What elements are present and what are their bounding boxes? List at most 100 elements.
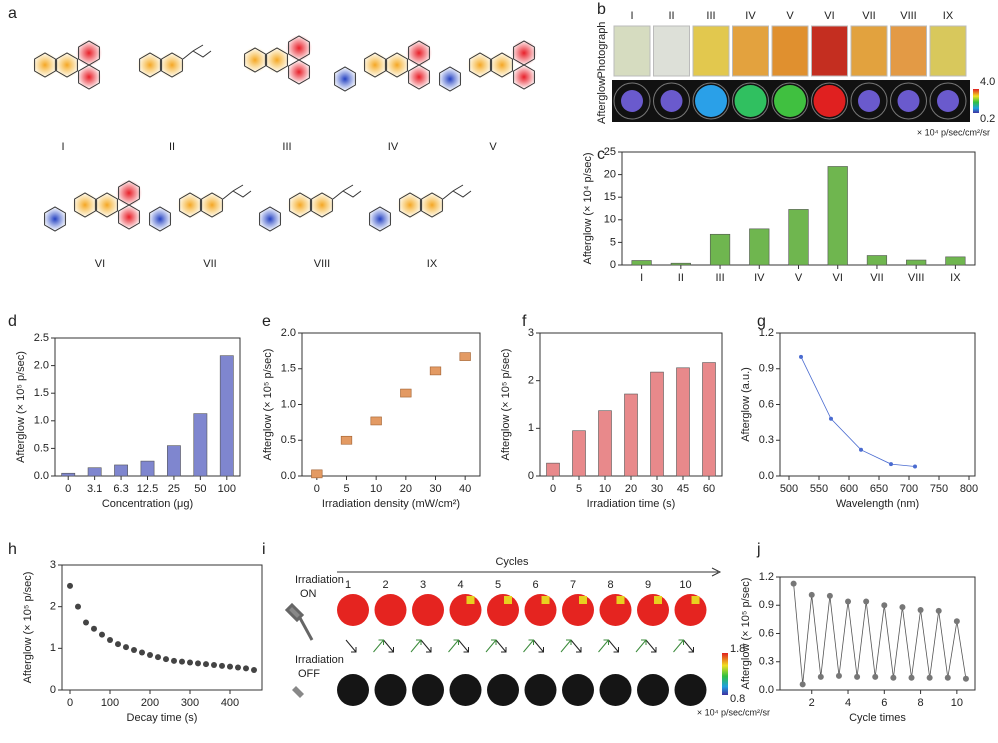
- glow: [438, 67, 462, 91]
- ring: [44, 206, 66, 232]
- point: [83, 619, 89, 626]
- glow: [287, 60, 311, 84]
- point: [203, 661, 209, 668]
- x-tick-label: 60: [703, 483, 715, 495]
- ring: [311, 192, 333, 218]
- y-tick-label: 0.3: [759, 434, 774, 446]
- arrow-up: [598, 639, 609, 653]
- bar: [193, 413, 208, 477]
- well: [850, 82, 888, 120]
- vial: [850, 25, 888, 77]
- glow: [77, 65, 101, 89]
- glow: [397, 192, 423, 218]
- glow: [286, 35, 312, 61]
- y-tick-label: 2: [528, 375, 534, 387]
- afterglow-spot: [813, 85, 846, 117]
- x-tick-label: 0: [314, 483, 320, 495]
- point: [881, 602, 888, 609]
- y-tick-label: 0.0: [759, 684, 774, 696]
- panel-label: d: [8, 313, 17, 330]
- point: [211, 662, 217, 668]
- structure-label: V: [489, 141, 497, 153]
- box: [340, 435, 353, 445]
- afterglow-spot: [897, 90, 920, 112]
- plot-frame: [61, 564, 263, 691]
- x-tick-label: I: [640, 272, 643, 284]
- ring: [288, 59, 310, 85]
- y-tick-label: 0: [50, 684, 56, 696]
- off-image: [637, 674, 669, 706]
- x-tick-label: 300: [181, 697, 199, 709]
- glow: [489, 52, 515, 78]
- box: [429, 366, 442, 376]
- ring: [161, 52, 183, 78]
- x-axis-title: Irradiation density (mW/cm²): [322, 498, 460, 510]
- amine: [332, 184, 362, 200]
- glow: [148, 207, 172, 231]
- point: [227, 663, 233, 670]
- glow: [72, 192, 98, 218]
- point: [195, 660, 201, 667]
- vial: [613, 25, 651, 77]
- structure: [333, 40, 432, 92]
- on-image: [637, 594, 669, 626]
- arrow-up: [523, 639, 534, 653]
- glow: [407, 65, 431, 89]
- plot-frame: [301, 332, 481, 477]
- x-tick-label: 100: [218, 483, 236, 495]
- glow: [333, 67, 357, 91]
- panel-label: e: [262, 313, 271, 330]
- colorbar-label: 1.8: [730, 643, 745, 655]
- vial: [653, 25, 690, 77]
- arrow-up: [485, 639, 497, 653]
- x-tick-label: 6: [881, 697, 887, 709]
- point: [890, 674, 897, 681]
- plot-frame: [54, 337, 241, 477]
- glow: [511, 40, 537, 66]
- glow: [384, 52, 410, 78]
- point: [107, 637, 113, 643]
- colorbar: [722, 653, 728, 695]
- on-image: [412, 594, 444, 626]
- bar: [624, 393, 638, 477]
- y-tick-label: 1.2: [759, 327, 774, 339]
- afterglow-spot: [695, 85, 727, 117]
- bar: [219, 355, 234, 477]
- ring: [34, 52, 56, 78]
- arrow-down: [570, 639, 582, 653]
- on-image: [674, 594, 707, 626]
- point: [854, 673, 861, 680]
- hot-spot: [466, 596, 475, 604]
- y-tick-label: 0.6: [759, 398, 774, 410]
- glow: [54, 52, 80, 78]
- x-tick-label: IV: [754, 272, 765, 284]
- point: [123, 644, 129, 651]
- on-image: [487, 594, 519, 626]
- cycle-number: 6: [532, 579, 538, 591]
- x-tick-label: 25: [168, 483, 180, 495]
- point: [908, 674, 915, 681]
- y-axis-title: Afterglow (× 10⁵ p/sec): [500, 349, 512, 461]
- bar: [631, 260, 652, 266]
- ring: [78, 64, 100, 90]
- y-tick-label: 0.0: [34, 470, 49, 482]
- x-tick-label: IX: [950, 272, 961, 284]
- well: [929, 82, 967, 120]
- row-label: Irradiation: [295, 654, 344, 666]
- y-tick-label: 3: [50, 559, 56, 571]
- ring: [244, 47, 266, 73]
- arrow-down: [683, 639, 694, 653]
- x-tick-label: 2: [809, 697, 815, 709]
- x-tick-label: 10: [951, 697, 963, 709]
- point: [829, 416, 833, 421]
- y-tick-label: 0.3: [759, 656, 774, 668]
- arrow-up: [373, 639, 384, 653]
- x-tick-label: VI: [833, 272, 843, 284]
- vial: [890, 25, 927, 77]
- glow: [177, 192, 203, 218]
- y-tick-label: 1: [50, 642, 56, 654]
- y-tick-label: 1.0: [281, 398, 296, 410]
- cycle-number: 10: [679, 579, 691, 591]
- structure-label: II: [169, 141, 175, 153]
